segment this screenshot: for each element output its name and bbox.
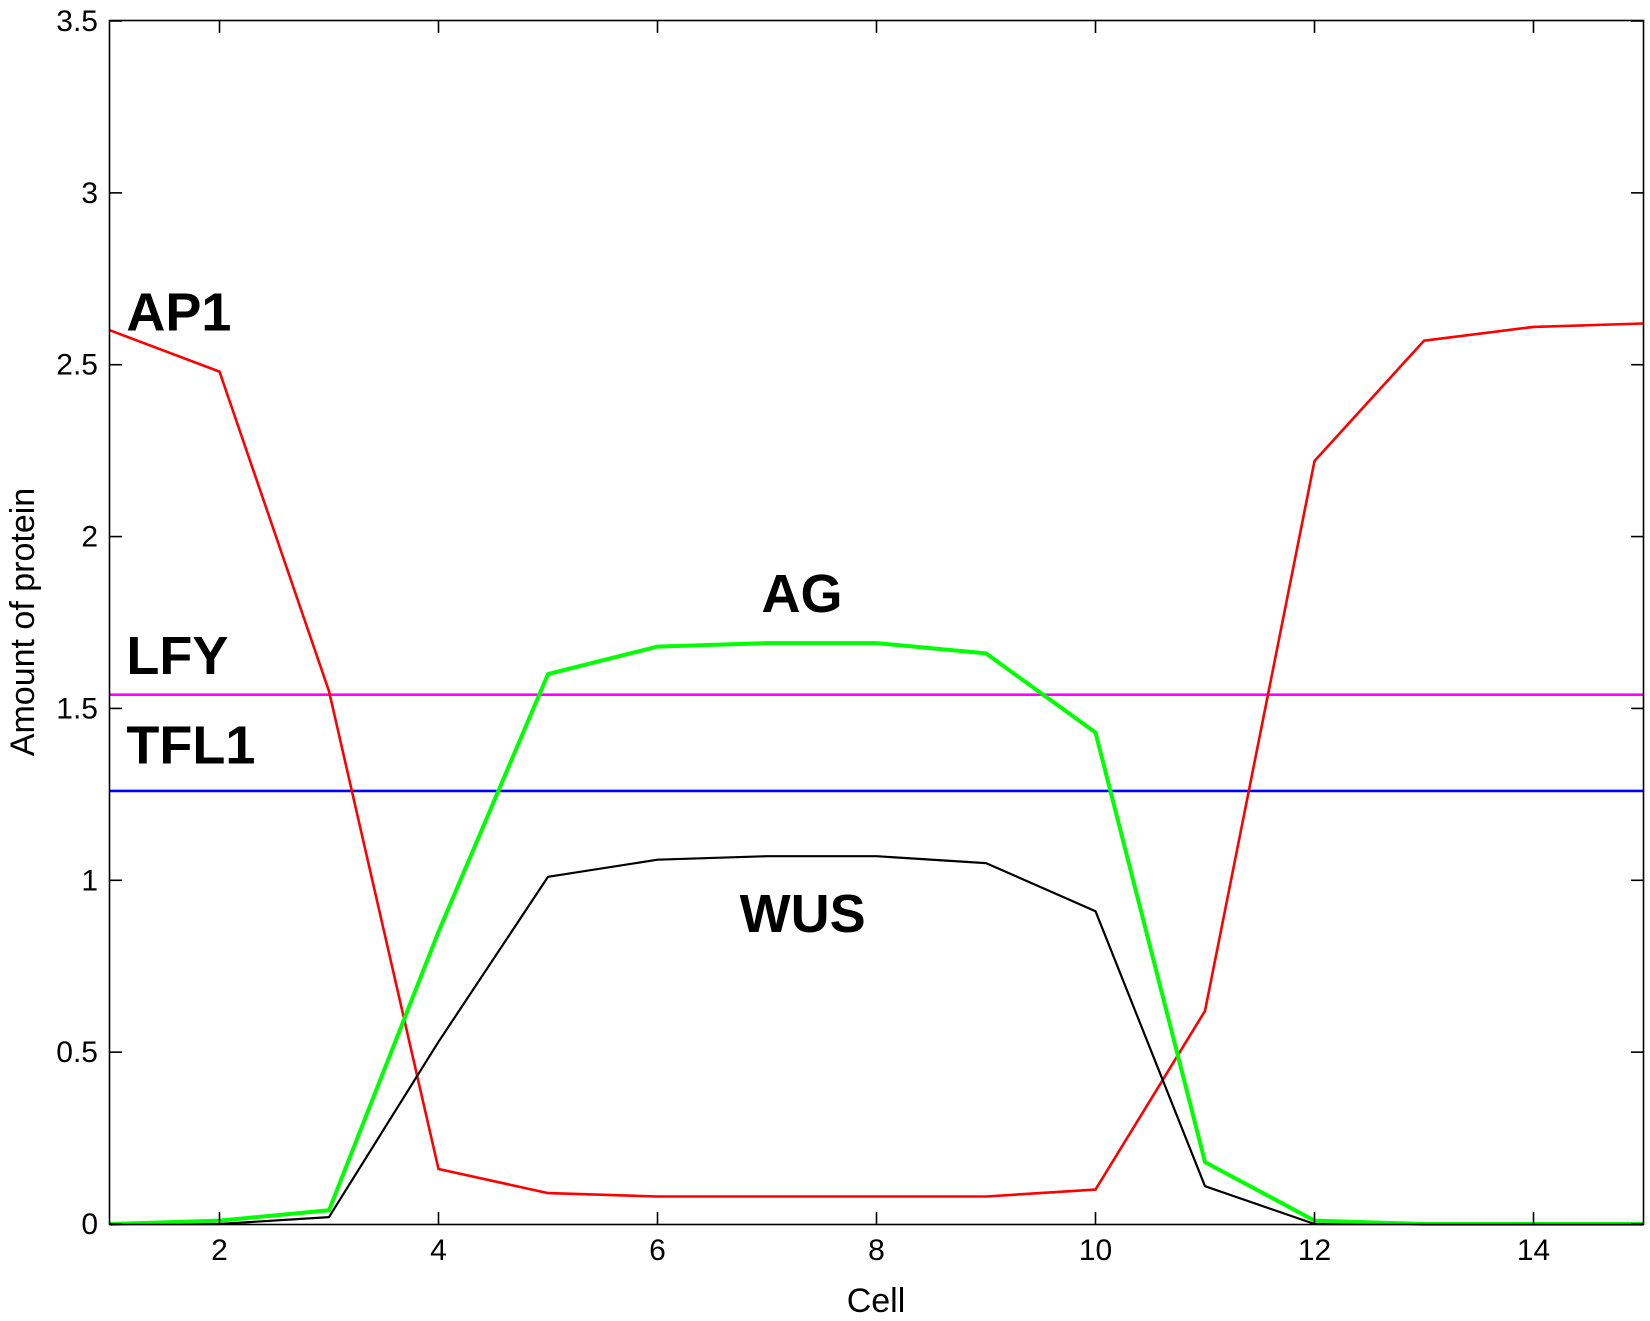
series-line-ag <box>109 641 1643 1226</box>
x-tick-label: 6 <box>649 1234 666 1267</box>
y-tick-label: 2 <box>81 521 98 554</box>
axes-layer: 2 4 6 8 10 12 14 0 0.5 1 1.5 2 2.5 3 3.5 <box>56 5 1643 1267</box>
y-tick-label: 1.5 <box>56 692 98 725</box>
series-label-lfy: LFY <box>126 626 228 686</box>
y-tick-label: 3 <box>81 177 98 210</box>
y-tick-label: 0 <box>81 1208 98 1241</box>
series-labels: AP1 LFY TFL1 AG WUS <box>126 282 866 944</box>
series-label-ap1: AP1 <box>126 282 231 342</box>
y-tick-label: 3.5 <box>56 5 98 38</box>
series-label-tfl1: TFL1 <box>126 715 255 775</box>
x-tick-label: 12 <box>1298 1234 1331 1267</box>
series-label-ag: AG <box>762 564 843 624</box>
y-tick-label: 2.5 <box>56 349 98 382</box>
y-tick-label: 1 <box>81 864 98 897</box>
series-label-wus: WUS <box>740 884 866 944</box>
x-tick-label: 2 <box>211 1234 228 1267</box>
y-tick-label: 0.5 <box>56 1036 98 1069</box>
series-line-ap1 <box>109 322 1644 1198</box>
x-tick-label: 8 <box>868 1234 885 1267</box>
x-tick-label: 10 <box>1079 1234 1112 1267</box>
x-tick-label: 4 <box>430 1234 447 1267</box>
x-tick-label: 14 <box>1517 1234 1550 1267</box>
y-axis-title: Amount of protein <box>4 488 42 756</box>
x-axis-title: Cell <box>847 1282 906 1320</box>
plot-frame <box>108 19 1645 1226</box>
